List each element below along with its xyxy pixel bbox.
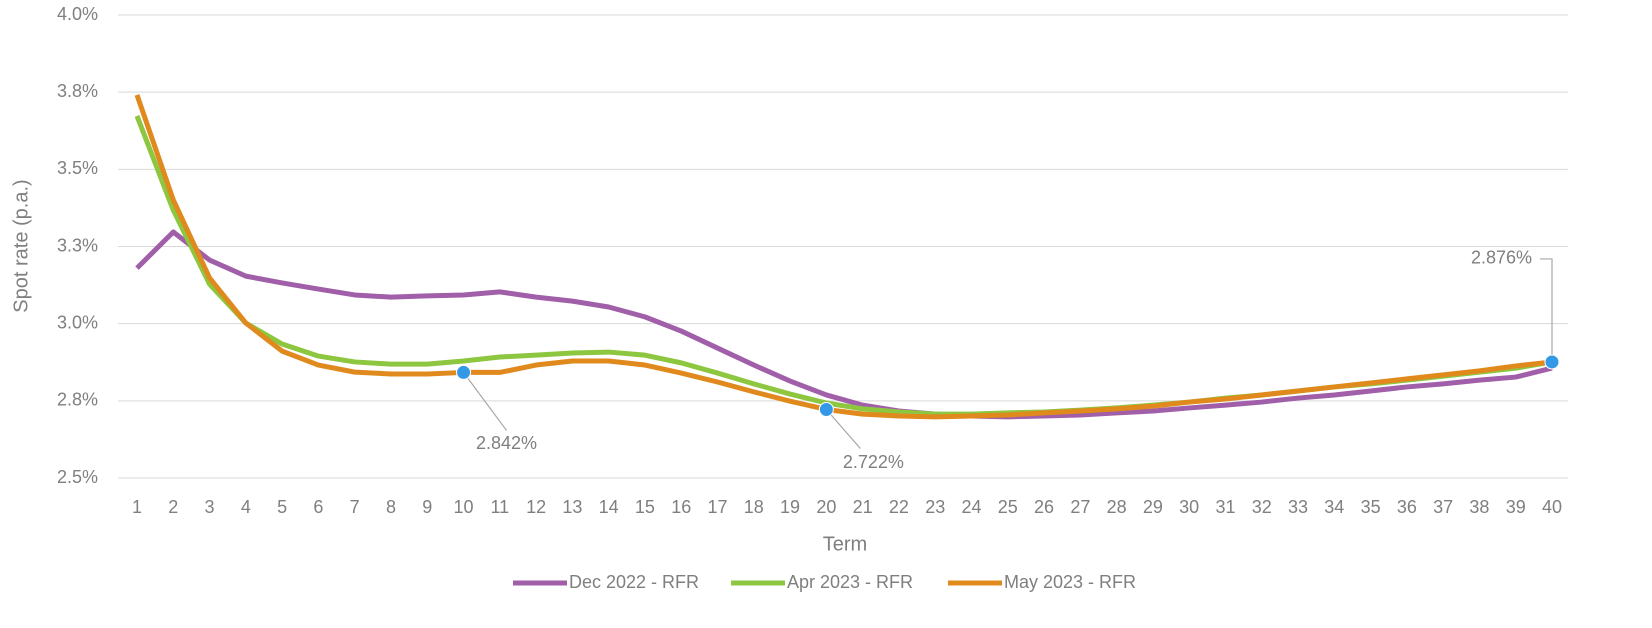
x-tick-label: 12 <box>526 497 546 517</box>
x-tick-label: 15 <box>635 497 655 517</box>
x-tick-label: 1 <box>132 497 142 517</box>
x-tick-label: 5 <box>277 497 287 517</box>
x-tick-label: 32 <box>1252 497 1272 517</box>
annotation-leader <box>1540 258 1553 362</box>
x-tick-label: 34 <box>1324 497 1344 517</box>
x-tick-label: 20 <box>816 497 836 517</box>
y-tick-label: 2.5% <box>57 467 98 487</box>
y-tick-label: 3.5% <box>57 158 98 178</box>
y-axis-title: Spot rate (p.a.) <box>10 179 32 312</box>
x-tick-label: 14 <box>599 497 619 517</box>
legend-label: Apr 2023 - RFR <box>787 572 913 592</box>
x-tick-label: 6 <box>313 497 323 517</box>
x-tick-label: 11 <box>490 497 509 517</box>
x-tick-label: 38 <box>1469 497 1489 517</box>
annotation-label: 2.722% <box>843 452 904 472</box>
x-tick-label: 27 <box>1070 497 1090 517</box>
x-tick-label: 2 <box>168 497 178 517</box>
x-tick-label: 9 <box>422 497 432 517</box>
x-tick-label: 17 <box>707 497 727 517</box>
x-tick-label: 39 <box>1506 497 1526 517</box>
x-tick-label: 36 <box>1397 497 1417 517</box>
y-tick-label: 3.0% <box>57 312 98 332</box>
x-tick-label: 33 <box>1288 497 1308 517</box>
y-tick-label: 3.3% <box>57 235 98 255</box>
x-tick-label: 7 <box>350 497 360 517</box>
x-tick-label: 29 <box>1143 497 1163 517</box>
x-tick-label: 3 <box>205 497 215 517</box>
x-tick-label: 16 <box>671 497 691 517</box>
x-tick-label: 8 <box>386 497 396 517</box>
x-tick-label: 24 <box>961 497 981 517</box>
x-tick-label: 4 <box>241 497 251 517</box>
legend-label: Dec 2022 - RFR <box>569 572 699 592</box>
y-tick-label: 4.0% <box>57 4 98 24</box>
x-tick-label: 25 <box>998 497 1018 517</box>
x-tick-label: 30 <box>1179 497 1199 517</box>
annotation-leader <box>825 409 861 449</box>
annotation-label: 2.842% <box>476 433 537 453</box>
x-tick-label: 35 <box>1361 497 1381 517</box>
y-tick-label: 3.8% <box>57 81 98 101</box>
x-tick-label: 10 <box>454 497 474 517</box>
y-tick-label: 2.8% <box>57 390 98 410</box>
x-tick-label: 37 <box>1433 497 1453 517</box>
annotation-label: 2.876% <box>1471 248 1532 268</box>
x-tick-label: 31 <box>1215 497 1235 517</box>
x-tick-label: 19 <box>780 497 800 517</box>
x-tick-label: 22 <box>889 497 909 517</box>
x-tick-label: 26 <box>1034 497 1054 517</box>
x-axis-title: Term <box>823 533 867 555</box>
x-tick-label: 28 <box>1107 497 1127 517</box>
x-tick-label: 23 <box>925 497 945 517</box>
x-tick-label: 13 <box>562 497 582 517</box>
x-tick-label: 21 <box>853 497 873 517</box>
annotation-marker <box>818 401 834 417</box>
x-tick-label: 18 <box>744 497 764 517</box>
series-line <box>135 229 1553 420</box>
series-line <box>134 94 1553 420</box>
annotation-marker <box>1544 354 1560 370</box>
annotation-leader <box>463 372 508 431</box>
x-tick-label: 40 <box>1542 497 1562 517</box>
legend-label: May 2023 - RFR <box>1004 572 1136 592</box>
annotation-marker <box>456 364 472 380</box>
